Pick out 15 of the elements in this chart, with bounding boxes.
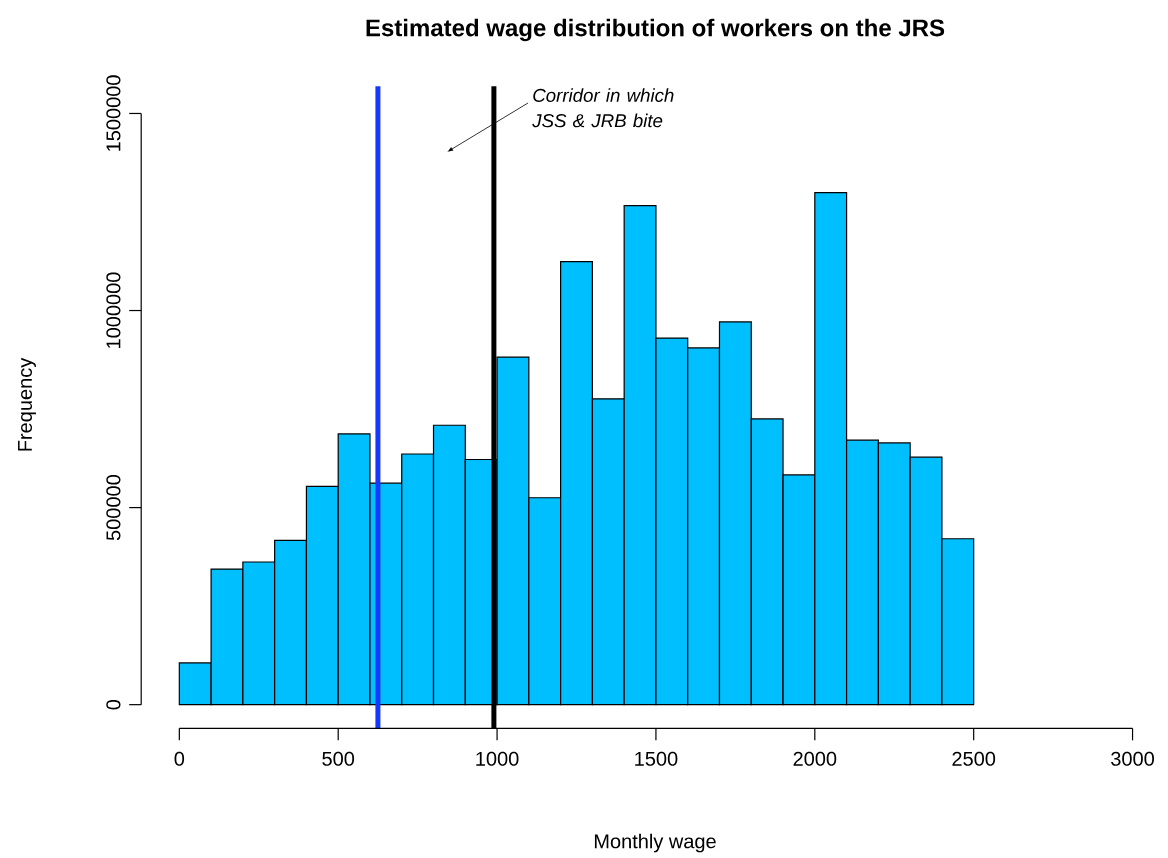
annotation: Corridor in which JSS & JRB bite	[532, 88, 674, 128]
x-tick-label: 2500	[952, 751, 996, 766]
y-tick-label: 1000000	[106, 272, 121, 348]
x-tick-label: 1500	[635, 751, 678, 766]
x-tick-label: 3000	[1111, 751, 1154, 766]
chart-title: Estimated wage distribution of workers on the JRS	[366, 18, 945, 42]
x-tick-label: 1000	[476, 751, 519, 766]
x-tick-label: 500	[322, 751, 355, 766]
x-tick-label: 0	[174, 751, 185, 766]
y-tick-label: 1500000	[106, 75, 121, 151]
x-axis-title: Monthly wage	[594, 833, 716, 853]
y-axis-title: Frequency	[18, 357, 36, 451]
y-tick-label: 500000	[106, 475, 121, 541]
x-tick-label: 2000	[793, 751, 837, 766]
y-tick-label: 0	[106, 699, 121, 710]
